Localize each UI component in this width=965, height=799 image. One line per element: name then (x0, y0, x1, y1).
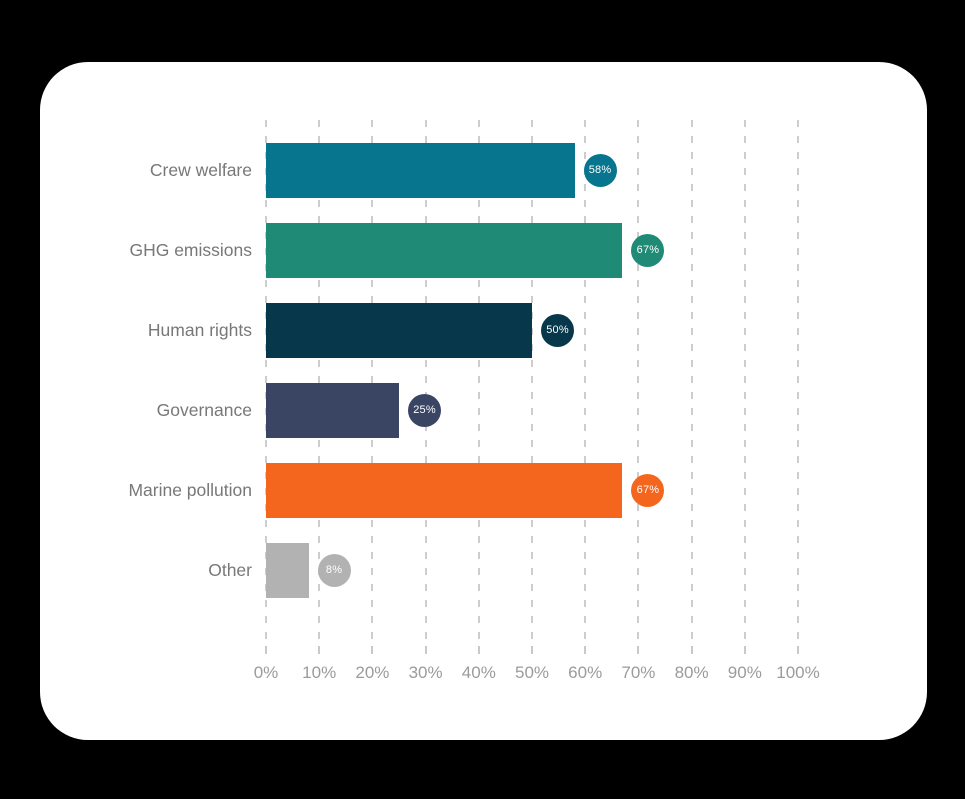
x-axis-tick (690, 646, 693, 654)
value-badge: 58% (583, 153, 617, 187)
value-badge: 25% (408, 393, 441, 427)
x-axis-tick-label: 60% (568, 663, 603, 682)
vertical-gridline (371, 120, 374, 640)
vertical-gridline (477, 120, 480, 640)
x-axis-tick (265, 646, 267, 654)
value-badge: 67% (631, 473, 665, 507)
category-label: Other (208, 560, 252, 580)
x-axis-tick-label: 20% (355, 663, 390, 682)
value-badge: 50% (541, 313, 574, 347)
vertical-gridline (531, 120, 533, 640)
x-axis-tick-label: 90% (727, 663, 762, 682)
x-axis-tick (531, 646, 533, 654)
category-label: GHG emissions (129, 240, 252, 260)
x-axis-tick-label: 40% (461, 663, 496, 682)
x-axis-tick (637, 646, 640, 654)
bar (266, 302, 532, 358)
bar (266, 382, 399, 438)
vertical-gridline (424, 120, 427, 640)
bar (266, 142, 575, 198)
x-axis-tick-label: 70% (621, 663, 656, 682)
x-axis-tick-label: 100% (776, 663, 820, 682)
vertical-gridline (637, 120, 640, 640)
x-axis-tick (797, 646, 799, 654)
vertical-gridline (743, 120, 746, 640)
x-axis-tick-label: 80% (674, 663, 709, 682)
x-axis-tick-label: 50% (514, 663, 550, 682)
x-axis-tick (477, 646, 480, 654)
x-axis-tick (318, 646, 321, 654)
category-label: Human rights (147, 320, 252, 340)
category-label: Governance (156, 400, 252, 420)
bar-chart: 0% 10% 20% 30% 40% 50% 60% 70% 80% 90% 100% Crew we… (40, 62, 927, 740)
bar (266, 462, 623, 518)
x-axis-tick (743, 646, 746, 654)
x-axis-tick-label: 0% (253, 663, 279, 682)
bar (266, 222, 623, 278)
vertical-gridline (797, 120, 799, 640)
vertical-gridline (690, 120, 693, 640)
category-label: Marine pollution (128, 480, 252, 500)
bar (266, 542, 309, 598)
category-label: Crew welfare (149, 160, 252, 180)
x-axis-tick (424, 646, 427, 654)
x-axis-tick-label: 30% (408, 663, 443, 682)
vertical-gridline (318, 120, 321, 640)
x-axis-tick-label: 10% (302, 663, 337, 682)
vertical-gridline (584, 120, 587, 640)
x-axis-tick (371, 646, 374, 654)
value-badge: 8% (317, 553, 351, 587)
value-badge: 67% (631, 233, 665, 267)
x-axis-tick (584, 646, 587, 654)
vertical-gridline (265, 120, 267, 640)
chart-card: 0% 10% 20% 30% 40% 50% 60% 70% 80% 90% 100% Crew we… (40, 62, 927, 740)
